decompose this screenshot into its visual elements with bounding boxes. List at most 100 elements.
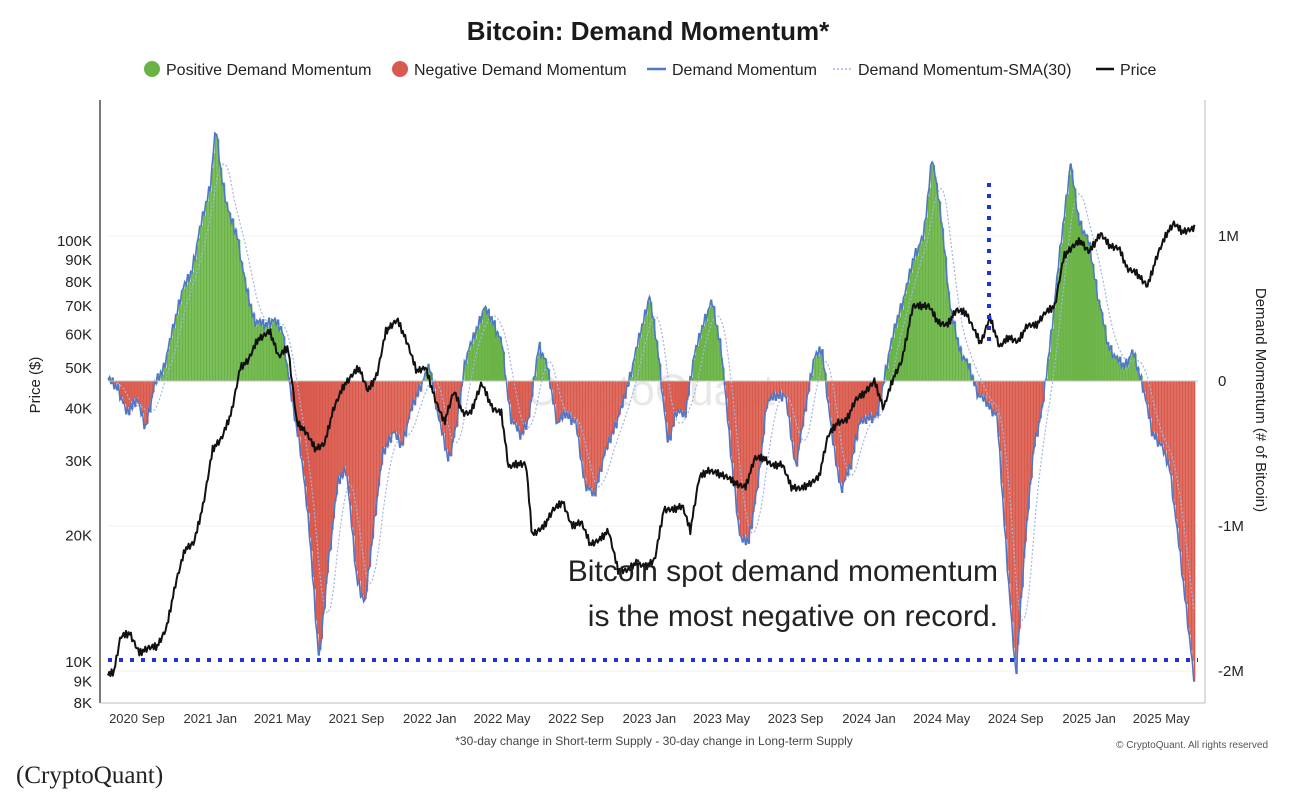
negative-momentum-bar bbox=[801, 381, 803, 430]
positive-momentum-bar bbox=[174, 327, 176, 381]
positive-momentum-bar bbox=[947, 283, 949, 381]
negative-momentum-bar bbox=[553, 381, 555, 404]
negative-momentum-bar bbox=[392, 381, 394, 433]
positive-momentum-bar bbox=[541, 356, 543, 381]
negative-momentum-bar bbox=[401, 381, 403, 444]
positive-momentum-bar bbox=[1073, 186, 1075, 381]
legend-sma-label: Demand Momentum-SMA(30) bbox=[858, 62, 1071, 79]
positive-momentum-bar bbox=[1088, 243, 1091, 381]
negative-momentum-bar bbox=[357, 381, 360, 585]
negative-momentum-bar bbox=[1029, 381, 1032, 485]
negative-momentum-bar bbox=[685, 381, 687, 418]
negative-momentum-bar bbox=[1190, 381, 1193, 651]
left-tick-label: 40K bbox=[65, 401, 92, 418]
negative-momentum-bar bbox=[978, 381, 981, 395]
negative-momentum-bar bbox=[777, 381, 779, 393]
positive-momentum-bar bbox=[885, 365, 887, 381]
negative-momentum-bar bbox=[826, 381, 829, 398]
positive-momentum-bar bbox=[1058, 267, 1060, 381]
positive-momentum-bar bbox=[175, 314, 178, 381]
positive-momentum-bar bbox=[915, 248, 918, 381]
negative-momentum-bar bbox=[1004, 381, 1006, 527]
positive-momentum-bar bbox=[536, 358, 539, 381]
positive-momentum-bar bbox=[216, 134, 218, 381]
negative-momentum-bar bbox=[859, 381, 862, 424]
positive-momentum-bar bbox=[697, 346, 700, 381]
negative-momentum-bar bbox=[790, 381, 793, 439]
left-tick-label: 100K bbox=[57, 233, 92, 250]
positive-momentum-bar bbox=[705, 313, 707, 381]
negative-momentum-bar bbox=[378, 381, 381, 487]
negative-momentum-bar bbox=[748, 381, 751, 544]
negative-momentum-bar bbox=[523, 381, 525, 434]
positive-momentum-bar bbox=[1118, 363, 1121, 381]
negative-momentum-bar bbox=[441, 381, 444, 435]
negative-momentum-bar bbox=[604, 381, 606, 456]
positive-momentum-bar bbox=[899, 316, 901, 381]
positive-momentum-bar bbox=[1129, 357, 1131, 381]
negative-momentum-bar bbox=[560, 381, 563, 417]
positive-momentum-bar bbox=[190, 271, 193, 381]
positive-momentum-bar bbox=[911, 272, 913, 381]
positive-momentum-bar bbox=[268, 317, 271, 381]
positive-momentum-bar bbox=[535, 376, 537, 381]
negative-momentum-bar bbox=[408, 381, 411, 420]
annotation-line-2: is the most negative on record. bbox=[588, 600, 998, 633]
positive-momentum-bar bbox=[1082, 235, 1084, 381]
negative-momentum-bar bbox=[847, 381, 850, 476]
negative-momentum-bar bbox=[148, 381, 151, 409]
negative-momentum-bar bbox=[727, 381, 730, 422]
positive-momentum-bar bbox=[917, 255, 919, 381]
negative-momentum-bar bbox=[592, 381, 594, 497]
positive-momentum-bar bbox=[171, 338, 173, 381]
negative-momentum-bar bbox=[1034, 381, 1036, 447]
legend-momentum-label: Demand Momentum bbox=[672, 62, 817, 79]
x-tick-label: 2024 Jan bbox=[842, 711, 896, 726]
negative-momentum-bar bbox=[572, 381, 575, 420]
negative-momentum-bar bbox=[602, 381, 605, 459]
positive-momentum-bar bbox=[644, 309, 647, 381]
negative-momentum-bar bbox=[121, 381, 124, 398]
negative-momentum-bar bbox=[399, 381, 402, 448]
negative-momentum-bar bbox=[518, 381, 521, 427]
negative-momentum-bar bbox=[619, 381, 621, 415]
negative-momentum-bar bbox=[458, 381, 460, 407]
positive-momentum-bar bbox=[1071, 169, 1074, 381]
negative-momentum-bar bbox=[977, 381, 979, 398]
negative-momentum-bar bbox=[142, 381, 145, 414]
positive-momentum-bar bbox=[817, 356, 820, 381]
x-tick-label: 2021 May bbox=[254, 711, 312, 726]
positive-momentum-bar bbox=[483, 308, 486, 381]
negative-momentum-bar bbox=[129, 381, 131, 416]
x-tick-label: 2022 Jan bbox=[403, 711, 457, 726]
negative-momentum-bar bbox=[318, 381, 321, 656]
positive-momentum-bar bbox=[930, 165, 933, 381]
positive-momentum-bar bbox=[464, 361, 466, 381]
legend-negative-swatch bbox=[392, 61, 408, 77]
negative-momentum-bar bbox=[123, 381, 125, 404]
legend-negative-label: Negative Demand Momentum bbox=[414, 62, 627, 79]
negative-momentum-bar bbox=[330, 381, 333, 550]
positive-momentum-bar bbox=[708, 310, 710, 381]
negative-momentum-bar bbox=[733, 381, 736, 483]
positive-momentum-bar bbox=[957, 337, 960, 381]
negative-momentum-bar bbox=[291, 381, 293, 401]
negative-momentum-bar bbox=[759, 381, 761, 469]
negative-momentum-bar bbox=[846, 381, 848, 473]
x-tick-label: 2024 Sep bbox=[988, 711, 1044, 726]
negative-momentum-bar bbox=[381, 381, 384, 465]
positive-momentum-bar bbox=[706, 321, 709, 381]
negative-momentum-bar bbox=[1031, 381, 1033, 478]
negative-momentum-bar bbox=[1154, 381, 1157, 440]
negative-momentum-bar bbox=[778, 381, 781, 399]
negative-momentum-bar bbox=[772, 381, 775, 401]
negative-momentum-bar bbox=[329, 381, 331, 552]
negative-momentum-bar bbox=[450, 381, 453, 457]
negative-momentum-bar bbox=[1178, 381, 1181, 547]
negative-momentum-bar bbox=[614, 381, 617, 422]
negative-momentum-bar bbox=[989, 381, 991, 410]
positive-momentum-bar bbox=[950, 308, 952, 381]
negative-momentum-bar bbox=[683, 381, 686, 411]
negative-momentum-bar bbox=[419, 381, 421, 384]
positive-momentum-bar bbox=[538, 352, 540, 381]
